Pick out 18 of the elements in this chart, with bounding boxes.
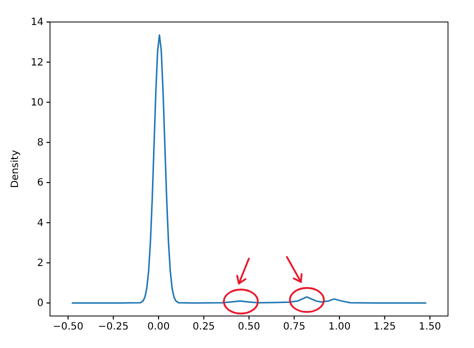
x-tick-label: 0.25 xyxy=(192,322,215,333)
x-tick-label: 1.25 xyxy=(374,322,396,333)
x-tick-label: −0.50 xyxy=(52,322,84,333)
y-tick-label: 0 xyxy=(37,298,44,310)
x-tick-label: 0.00 xyxy=(147,322,170,333)
y-tick-label: 4 xyxy=(37,218,44,229)
x-tick-label: 0.50 xyxy=(238,322,260,333)
y-tick-label: 6 xyxy=(37,178,44,189)
x-tick-label: 0.75 xyxy=(283,322,306,333)
y-tick-label: 10 xyxy=(30,97,44,108)
x-tick-label: −0.25 xyxy=(98,322,129,333)
x-tick-label: 1.50 xyxy=(418,322,442,333)
y-tick-label: 12 xyxy=(30,57,44,68)
y-tick-label: 2 xyxy=(37,258,44,270)
x-tick-label: 1.00 xyxy=(328,322,351,333)
y-tick-label: 14 xyxy=(30,17,44,28)
y-tick-label: 8 xyxy=(37,138,44,149)
y-axis-title: Density xyxy=(10,150,21,188)
